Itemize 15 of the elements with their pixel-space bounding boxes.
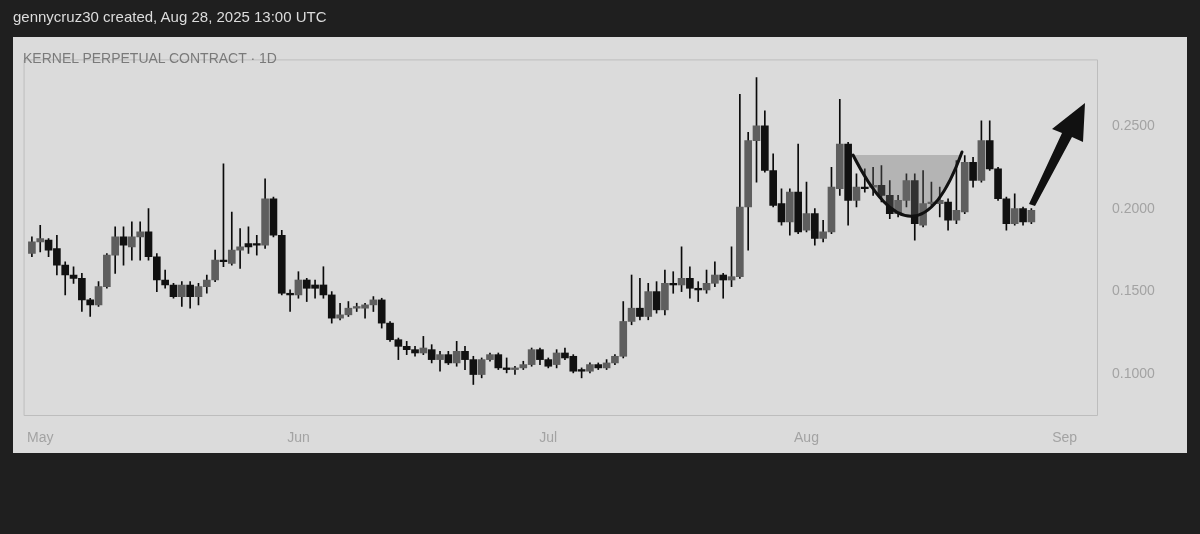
y-tick-label: 0.1500 [1112,282,1156,299]
candlestick [161,269,169,289]
x-tick-label: Sep [1052,429,1078,446]
x-tick-label: Aug [794,429,819,446]
x-tick-label: May [27,429,54,446]
candlestick [719,273,728,299]
candlestick [636,278,644,321]
y-tick-label: 0.2500 [1112,116,1156,133]
text: gennycruz30 created, Aug 28, 2025 13:00 UTC [13,8,327,25]
y-tick-label: 0.1000 [1112,365,1156,382]
x-tick-label: Jul [539,429,558,446]
chart-title: KERNEL PERPETUAL CONTRACT · 1D [23,50,277,66]
candlestick [86,297,95,317]
x-tick-label: Jun [287,429,310,446]
y-tick-label: 0.2000 [1112,199,1156,216]
